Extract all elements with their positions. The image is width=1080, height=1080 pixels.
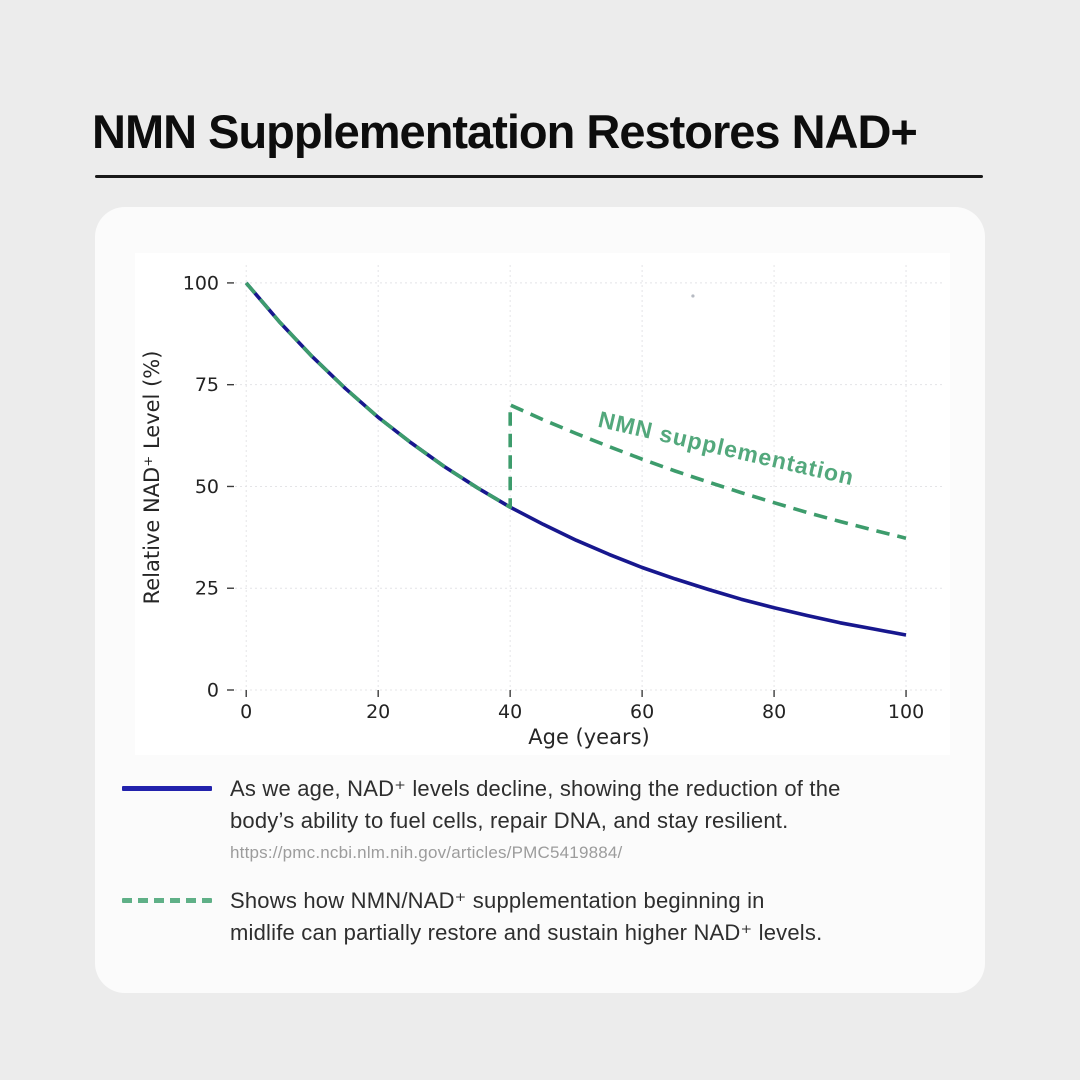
title-underline [95,175,983,178]
x-tick-label: 0 [240,701,252,723]
x-axis-label: Age (years) [528,725,649,749]
legend-line: As we age, NAD⁺ levels decline, showing … [230,776,841,801]
infographic-card: 0 20 40 60 80 100 0 25 50 75 100 Age (years) Relativ… [95,207,985,993]
chart-annotation: NMN supplementation [596,406,857,490]
legend-item-decline: As we age, NAD⁺ levels decline, showing … [122,773,841,865]
legend-swatch-solid-line [122,786,212,791]
legend-text-supplementation: Shows how NMN/NAD⁺ supplementation begin… [230,885,822,949]
x-tick-label: 20 [366,701,390,723]
legend-line: body’s ability to fuel cells, repair DNA… [230,808,789,833]
chart-figure: 0 20 40 60 80 100 0 25 50 75 100 Age (years) Relativ… [135,253,950,755]
x-tick-label: 100 [888,701,924,723]
y-tick-label: 75 [195,374,219,396]
legend-line: Shows how NMN/NAD⁺ supplementation begin… [230,888,765,913]
legend-text-decline: As we age, NAD⁺ levels decline, showing … [230,773,841,865]
y-tick-label: 25 [195,578,219,600]
series-line-nmn [244,281,907,540]
y-tick-label: 50 [195,476,219,498]
page-title: NMN Supplementation Restores NAD+ [92,105,918,158]
nad-chart: 0 20 40 60 80 100 0 25 50 75 100 Age (years) Relativ… [140,265,943,749]
y-tick-label: 0 [207,680,219,702]
x-tick-label: 40 [498,701,522,723]
x-tick-label: 60 [630,701,654,723]
legend-item-supplementation: Shows how NMN/NAD⁺ supplementation begin… [122,885,822,949]
legend-swatch-dashed-line [122,898,212,903]
y-tick-label: 100 [183,272,219,294]
y-axis-label: Relative NAD⁺ Level (%) [140,351,164,605]
legend-line: midlife can partially restore and sustai… [230,920,823,945]
x-tick-label: 80 [762,701,786,723]
source-url: https://pmc.ncbi.nlm.nih.gov/articles/PM… [230,843,623,862]
artifact-dot [691,294,695,298]
